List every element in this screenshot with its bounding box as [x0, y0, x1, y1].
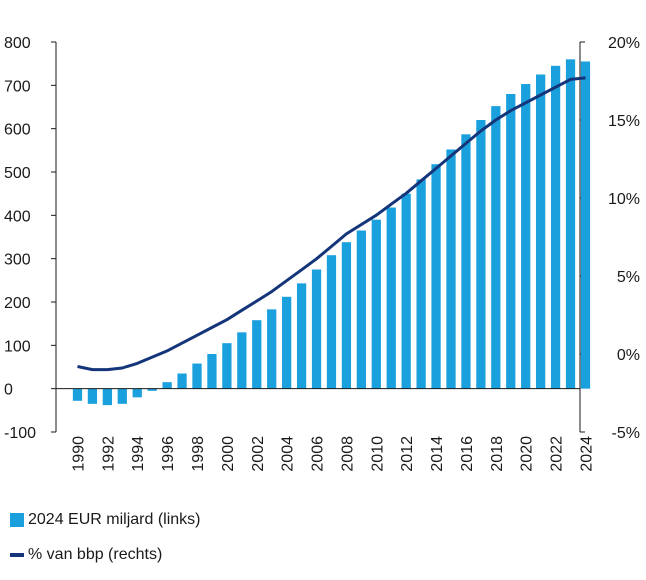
bar — [416, 179, 426, 389]
bar — [431, 164, 441, 389]
bar — [476, 120, 486, 389]
y-left-tick-label: 700 — [4, 78, 31, 95]
y-left-tick-label: 800 — [4, 35, 31, 52]
legend-bar-label: 2024 EUR miljard (links) — [28, 511, 201, 528]
bar — [386, 207, 396, 389]
bar — [446, 149, 456, 389]
left-axis: -100 0 100 200 300 400 500 600 700 800 — [4, 35, 56, 442]
bar — [222, 343, 232, 389]
x-tick-label: 2014 — [429, 436, 446, 472]
bar — [401, 193, 411, 389]
x-tick-label: 2000 — [220, 436, 237, 472]
bar — [102, 388, 112, 406]
x-tick-label: 2018 — [489, 436, 506, 472]
bar-series — [72, 59, 591, 406]
bar — [341, 242, 352, 389]
bar — [192, 363, 202, 389]
x-tick-label: 1996 — [160, 436, 177, 472]
y-left-tick-label: 0 — [4, 382, 13, 399]
y-left-tick-label: 400 — [4, 208, 31, 225]
bar — [550, 65, 561, 389]
x-tick-label: 2022 — [549, 436, 566, 472]
x-tick-label: 2010 — [369, 436, 386, 472]
x-tick-label: 2008 — [339, 436, 356, 472]
x-tick-label: 1994 — [130, 436, 147, 472]
y-right-tick-label: 10% — [608, 191, 640, 208]
bar — [132, 388, 142, 398]
bar — [506, 94, 516, 389]
bar — [177, 373, 187, 389]
y-right-tick-label: 20% — [608, 35, 640, 52]
y-left-tick-label: 300 — [4, 252, 31, 269]
chart: -100 0 100 200 300 400 500 600 700 800 -5% 0% 5% 10%… — [4, 35, 640, 472]
bar — [296, 283, 307, 389]
bar — [147, 388, 157, 391]
bar — [356, 230, 366, 389]
line-series — [77, 76, 586, 372]
x-tick-label: 1992 — [100, 436, 117, 472]
bar — [237, 332, 247, 389]
y-left-tick-label: 500 — [4, 165, 31, 182]
y-left-tick-label: -100 — [4, 425, 36, 442]
x-tick-label: 2020 — [519, 436, 536, 472]
bar — [461, 134, 471, 389]
y-left-tick-label: 200 — [4, 295, 31, 312]
bar — [207, 354, 217, 389]
bar — [282, 296, 292, 389]
gdp-share-line — [77, 76, 586, 372]
y-left-tick-label: 600 — [4, 122, 31, 139]
bar — [72, 388, 83, 401]
legend-item-line: % van bbp (rechts) — [10, 546, 162, 564]
y-left-tick-label: 100 — [4, 338, 31, 355]
x-tick-label: 2004 — [280, 436, 297, 472]
y-right-tick-label: 0% — [617, 347, 640, 364]
bar — [326, 255, 337, 389]
bar — [117, 388, 127, 404]
bar — [252, 320, 262, 389]
bar — [580, 61, 591, 389]
bar — [521, 84, 531, 389]
x-tick-label: 2024 — [578, 436, 595, 472]
y-right-tick-label: -5% — [612, 425, 640, 442]
y-right-tick-label: 5% — [617, 269, 640, 286]
bar — [536, 74, 546, 389]
x-tick-label: 2012 — [399, 436, 416, 472]
bar — [267, 309, 277, 389]
bar — [87, 388, 98, 404]
x-tick-label: 2016 — [459, 436, 476, 472]
bar — [565, 59, 576, 389]
legend-item-bars: 2024 EUR miljard (links) — [10, 511, 201, 529]
bar — [311, 269, 322, 389]
y-right-tick-label: 15% — [608, 113, 640, 130]
x-tick-label: 1998 — [190, 436, 207, 472]
x-tick-label: 1990 — [70, 436, 87, 472]
axes — [55, 42, 581, 432]
x-axis: 1990 1992 1994 1996 1998 2000 2002 2004 2006 2008… — [70, 436, 595, 472]
legend-bar-swatch — [10, 513, 24, 527]
x-tick-label: 2006 — [310, 436, 327, 472]
bar — [491, 106, 501, 389]
bar — [371, 219, 381, 389]
legend-line-label: % van bbp (rechts) — [28, 546, 163, 563]
bar — [162, 382, 172, 389]
x-tick-label: 2002 — [250, 436, 267, 472]
legend-line-swatch — [10, 553, 24, 557]
